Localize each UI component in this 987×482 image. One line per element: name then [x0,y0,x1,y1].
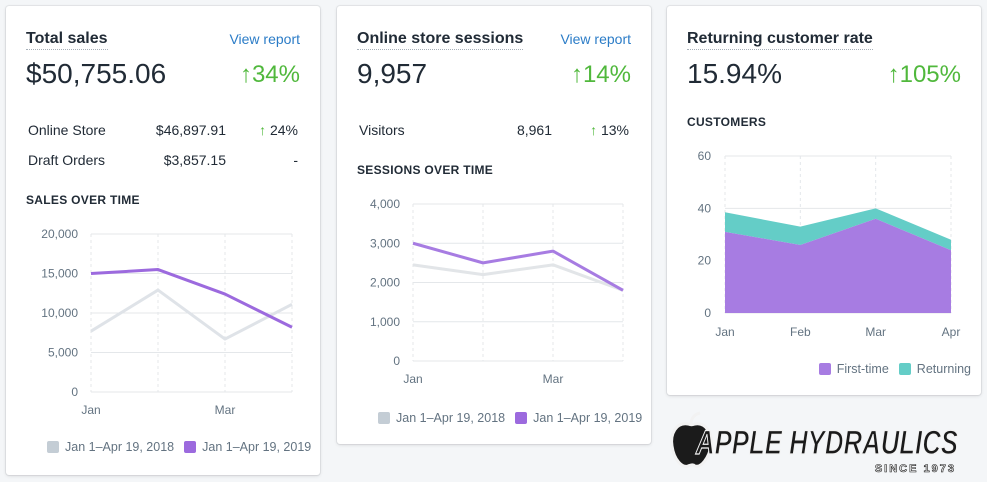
y-tick-label: 0 [393,354,400,368]
legend-swatch-first-time [818,363,831,375]
y-tick-label: 1,000 [370,315,400,329]
y-tick-label: 3,000 [370,236,400,250]
series-line-1 [90,268,293,329]
draft-orders-value: $3,857.15 [163,152,226,168]
sales-legend: Jan 1–Apr 19, 2018 Jan 1–Apr 19, 2019 [47,440,321,454]
series-line-1 [412,241,624,292]
arrow-up-icon: ↑ [887,61,900,88]
online-store-label: Online Store [28,122,106,138]
y-tick-label: 20,000 [41,227,78,241]
y-tick-label: 0 [704,306,711,320]
y-tick-label: 20 [698,254,712,268]
sessions-change: ↑14% [570,61,631,88]
customers-area-chart: 0 20 40 60 Jan Feb Mar Apr [698,149,961,339]
x-tick-label: Mar [543,372,564,386]
total-sales-change: ↑34% [239,61,300,88]
returning-customer-value: 15.94% [687,58,782,89]
visitors-label: Visitors [359,122,405,138]
y-tick-label: 4,000 [370,197,400,211]
legend-item-2019[interactable]: Jan 1–Apr 19, 2019 [184,440,311,454]
series-line-0 [90,288,293,341]
returning-area [725,208,951,251]
legend-item-2018[interactable]: Jan 1–Apr 19, 2018 [47,440,174,454]
draft-orders-change: - [293,152,298,168]
sessions-over-time-chart: 0 1,000 2,000 3,000 4,000 Jan Mar [370,197,624,386]
arrow-up-icon: ↑ [239,61,252,88]
legend-item-2018[interactable]: Jan 1–Apr 19, 2018 [378,411,505,425]
online-store-change: ↑ 24% [259,122,298,138]
series-line-0 [412,263,624,292]
online-store-value: $46,897.91 [155,122,226,138]
logo-wordmark: APPLE HYDRAULICS [695,424,958,462]
arrow-up-icon: ↑ [570,61,583,88]
total-sales-value: $50,755.06 [26,58,167,89]
visitors-change: ↑ 13% [590,122,629,138]
y-tick-label: 10,000 [41,306,78,320]
first-time-area [725,218,951,313]
y-tick-label: 5,000 [48,346,78,360]
apple-icon [670,411,713,468]
sales-over-time-heading: SALES OVER TIME [26,193,140,207]
arrow-up-icon: ↑ [259,122,267,138]
returning-customer-change: ↑105% [887,61,961,88]
sessions-over-time-heading: SESSIONS OVER TIME [357,163,494,177]
y-tick-label: 60 [698,149,712,163]
legend-swatch-2019 [184,441,197,453]
returning-customer-title[interactable]: Returning customer rate [687,30,873,50]
legend-item-returning[interactable]: Returning [898,362,971,376]
sessions-value: 9,957 [357,58,428,89]
x-tick-label: Mar [865,325,886,339]
x-tick-label: Mar [215,403,236,417]
sessions-card: Online store sessions View report 9,957 … [337,6,651,444]
y-tick-label: 40 [698,201,712,215]
x-tick-label: Feb [790,325,811,339]
customers-legend: First-time Returning [818,362,971,376]
y-tick-label: 2,000 [370,276,400,290]
x-tick-label: Jan [81,403,100,417]
apple-hydraulics-logo: APPLE HYDRAULICS SINCE 1973 [670,411,959,475]
legend-swatch-2018 [47,441,59,453]
x-tick-label: Jan [403,372,422,386]
sessions-legend: Jan 1–Apr 19, 2018 Jan 1–Apr 19, 2019 [378,411,652,425]
total-sales-card: Total sales View report $50,755.06 ↑34% … [6,6,320,475]
sessions-title[interactable]: Online store sessions [357,30,524,50]
sessions-view-report-link[interactable]: View report [560,31,631,47]
logo-tagline: SINCE 1973 [875,463,956,475]
total-sales-title[interactable]: Total sales [26,30,108,50]
y-tick-label: 15,000 [41,267,78,281]
y-tick-label: 0 [71,385,78,399]
legend-swatch-returning [898,363,911,375]
legend-item-first-time[interactable]: First-time [818,362,889,376]
sales-over-time-chart: 0 5,000 10,000 15,000 20,000 Jan Mar [41,227,293,417]
x-tick-label: Apr [942,325,961,339]
legend-swatch-2019 [515,412,528,424]
legend-item-2019[interactable]: Jan 1–Apr 19, 2019 [515,411,642,425]
x-tick-label: Jan [715,325,734,339]
legend-swatch-2018 [378,412,390,424]
draft-orders-label: Draft Orders [28,152,106,168]
arrow-up-icon: ↑ [590,122,598,138]
sales-view-report-link[interactable]: View report [229,31,300,47]
customers-heading: CUSTOMERS [687,115,767,129]
returning-customer-card: Returning customer rate 15.94% ↑105% CUS… [667,6,981,395]
visitors-value: 8,961 [516,122,552,138]
